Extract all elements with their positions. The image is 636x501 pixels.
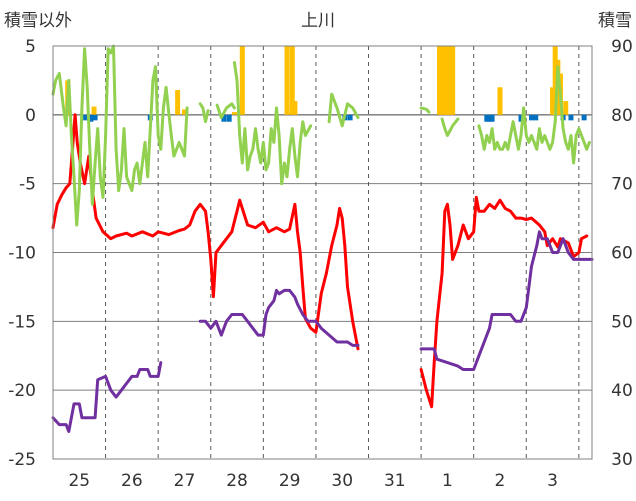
x-tick-label: 26 — [121, 471, 143, 491]
x-tick-label: 28 — [226, 471, 248, 491]
series-line — [198, 288, 360, 347]
precip-bar — [447, 46, 453, 115]
precip-bar — [444, 46, 450, 115]
x-tick-label: 31 — [384, 471, 406, 491]
grid — [53, 45, 592, 460]
y-right-tick-label: 50 — [611, 312, 633, 332]
precip-bar — [175, 90, 181, 115]
series-line — [477, 65, 591, 165]
series-line — [419, 106, 431, 114]
series-line — [198, 102, 210, 124]
precip-bar — [221, 114, 227, 122]
series-line — [419, 195, 589, 409]
precip-bar — [181, 109, 187, 115]
series-line — [419, 230, 594, 371]
precip-bar — [284, 46, 290, 115]
y-right-tick-label: 40 — [611, 381, 633, 401]
y-left-tick-label: 0 — [25, 106, 36, 126]
precip-bar — [489, 114, 495, 122]
chart-title: 上川 — [301, 11, 335, 31]
series-line — [215, 102, 236, 120]
series-line — [51, 44, 189, 227]
x-tick-label: 27 — [174, 471, 196, 491]
y-right-tick-label: 60 — [611, 244, 633, 264]
y-left-tick-label: -15 — [8, 312, 36, 332]
precip-bar — [497, 87, 503, 115]
series-line — [51, 361, 163, 433]
precip-bar — [442, 46, 448, 115]
y-left-tick-label: -10 — [8, 244, 36, 264]
precip-bar — [550, 87, 556, 115]
precip-bars — [65, 46, 587, 122]
x-tick-label: 30 — [331, 471, 353, 491]
x-tick-label: 3 — [547, 471, 558, 491]
precip-bar — [581, 114, 587, 121]
x-tick-label: 25 — [68, 471, 90, 491]
y-left-tick-label: -20 — [8, 381, 36, 401]
y-left-tick-label: -5 — [19, 175, 36, 195]
y-right-tick-label: 30 — [611, 450, 633, 470]
x-tick-label: 29 — [279, 471, 301, 491]
precip-bar — [231, 112, 237, 115]
series-line — [232, 61, 313, 186]
precip-bar — [347, 114, 353, 121]
y-right-tick-label: 80 — [611, 106, 633, 126]
precip-bar — [563, 101, 569, 115]
series-line — [327, 92, 360, 128]
y-right-tick-label: 90 — [611, 37, 633, 57]
precip-bar — [292, 101, 298, 115]
precip-bar — [239, 46, 245, 115]
right-axis-label: 積雪 — [598, 11, 632, 31]
precip-bar — [552, 46, 558, 115]
series-line — [440, 117, 460, 137]
precip-bar — [439, 46, 445, 115]
precip-bar — [92, 114, 98, 121]
precip-bar — [518, 114, 524, 122]
precip-bar — [486, 114, 492, 122]
precip-bar — [533, 114, 539, 121]
y-left-tick-label: 5 — [25, 37, 36, 57]
precip-bar — [529, 114, 535, 121]
precip-bar — [568, 114, 574, 121]
precip-bar — [88, 114, 94, 122]
x-tick-label: 1 — [442, 471, 453, 491]
precip-bar — [83, 114, 89, 121]
precip-bar — [226, 114, 232, 122]
y-left-tick-label: -25 — [8, 450, 36, 470]
x-tick-label: 2 — [495, 471, 506, 491]
y-right-tick-label: 70 — [611, 175, 633, 195]
plot-frame — [52, 45, 593, 460]
precip-bar — [484, 114, 490, 122]
precip-bar — [450, 46, 456, 115]
precip-bar — [289, 46, 295, 115]
precip-bar — [437, 46, 443, 115]
precip-bar — [91, 106, 97, 115]
left-axis-label: 積雪以外 — [4, 11, 72, 31]
series-lines — [51, 44, 594, 433]
